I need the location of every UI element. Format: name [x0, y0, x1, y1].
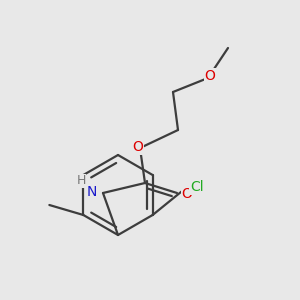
Text: O: O: [205, 69, 215, 83]
Text: Cl: Cl: [190, 180, 203, 194]
Text: O: O: [133, 140, 143, 154]
Text: N: N: [87, 185, 97, 199]
Text: O: O: [182, 187, 192, 201]
Text: H: H: [76, 175, 86, 188]
